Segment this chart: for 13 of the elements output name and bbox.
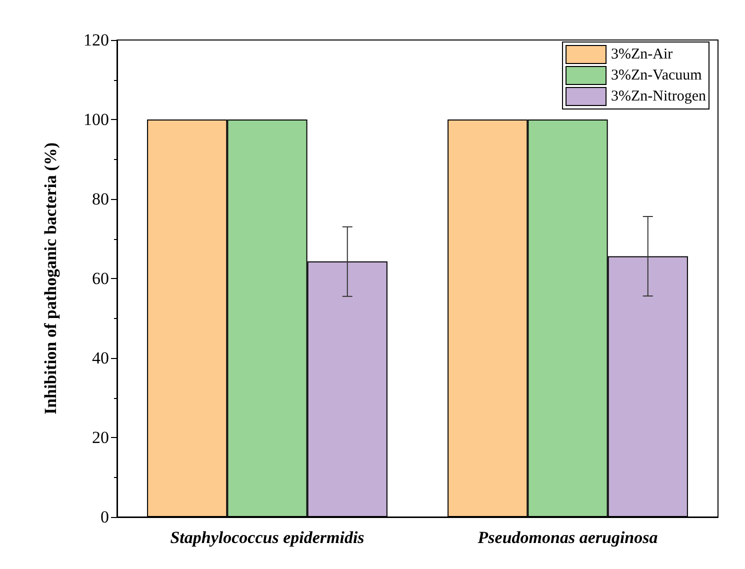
y-tick-label: 40	[92, 348, 109, 368]
y-tick-label: 120	[84, 30, 109, 50]
y-tick-label: 100	[84, 110, 109, 129]
y-tick-label: 0	[100, 508, 109, 526]
y-axis-title: Inhibition of pathoganic bacteria (%)	[41, 142, 60, 415]
y-tick-label: 20	[92, 428, 109, 447]
y-tick-label: 60	[92, 269, 109, 288]
y-tick-label: 80	[92, 190, 109, 208]
x-tick-label: Pseudomonas aeruginosa	[476, 528, 658, 547]
legend-label: 3%Zn-Nitrogen	[611, 88, 706, 104]
legend-label: 3%Zn-Vacuum	[611, 68, 702, 84]
legend-label: 3%Zn-Air	[611, 46, 673, 62]
x-tick-label: Staphylococcus epidermidis	[170, 528, 365, 547]
